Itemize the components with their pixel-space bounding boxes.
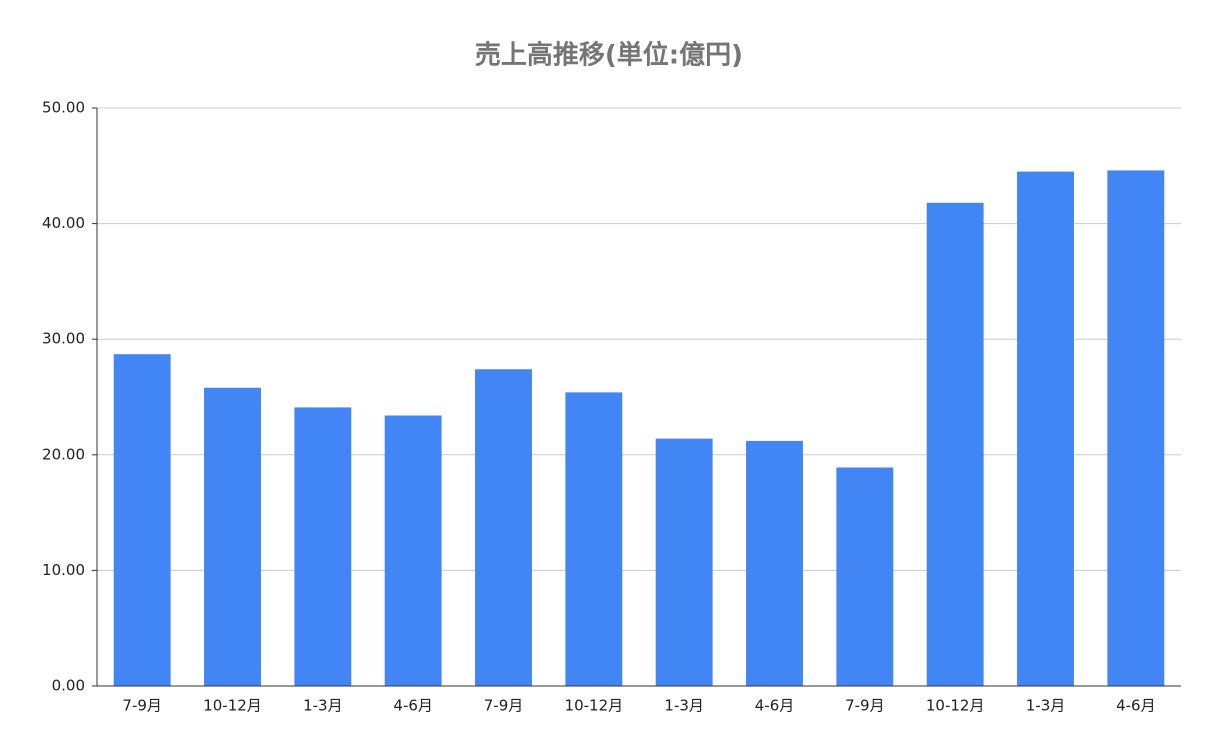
y-tick-label: 30.00	[42, 330, 85, 348]
bar	[204, 387, 261, 686]
bar	[475, 369, 532, 686]
x-tick-label: 1-3月	[303, 697, 343, 715]
x-tick-label: 4-6月	[393, 697, 433, 715]
x-tick-label: 7-9月	[484, 697, 524, 715]
y-tick-label: 0.00	[52, 677, 85, 695]
bar	[294, 407, 352, 686]
x-tick-label: 10-12月	[565, 697, 624, 715]
x-tick-label: 4-6月	[755, 697, 795, 715]
x-tick-label: 1-3月	[1026, 697, 1066, 715]
bar	[655, 438, 713, 686]
x-tick-label: 10-12月	[926, 697, 985, 715]
bar	[565, 392, 623, 686]
bar	[746, 440, 803, 686]
y-tick-label: 20.00	[42, 445, 85, 463]
y-tick-label: 10.00	[42, 561, 85, 579]
bar	[1017, 171, 1074, 686]
bar	[1107, 170, 1165, 686]
x-tick-label: 4-6月	[1116, 697, 1156, 715]
chart-title: 売上高推移(単位:億円)	[475, 40, 743, 71]
bar	[836, 467, 894, 686]
x-tick-label: 7-9月	[845, 697, 885, 715]
y-tick-label: 50.00	[42, 99, 85, 117]
bar	[384, 415, 442, 686]
y-tick-label: 40.00	[42, 214, 85, 232]
bar	[926, 202, 984, 687]
bar	[113, 354, 171, 686]
x-tick-label: 7-9月	[122, 697, 162, 715]
x-tick-label: 10-12月	[203, 697, 262, 715]
x-tick-label: 1-3月	[664, 697, 704, 715]
